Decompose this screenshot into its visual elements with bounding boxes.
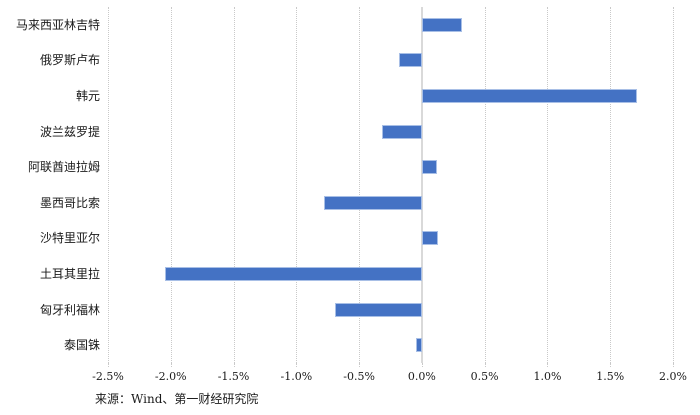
bar [335,302,422,317]
category-label: 泰国铢 [63,338,100,353]
category-label: 墨西哥比索 [39,195,100,210]
x-tick-label: -1.5% [217,370,250,383]
x-tick-label: 1.5% [596,370,625,383]
category-label: 韩元 [75,89,100,103]
x-axis-tick [108,363,109,367]
gridline [296,7,298,363]
zero-axis-line [420,7,423,363]
x-axis-tick [421,363,423,367]
x-tick-label: -1.0% [280,370,313,383]
category-label: 俄罗斯卢布 [39,53,100,68]
category-label: 沙特里亚尔 [39,231,100,246]
gridline [233,7,235,363]
bar [421,231,439,246]
gridline [547,7,549,363]
bar [421,89,637,103]
category-label: 阿联酋迪拉姆 [27,160,100,175]
x-tick-label: 0.0% [407,370,436,383]
x-axis-tick [359,363,361,367]
bar [415,338,422,353]
bar [399,53,422,68]
bar [421,17,463,32]
x-axis-tick [484,363,486,367]
category-label: 匈牙利福林 [39,302,100,317]
x-axis-tick [296,363,298,367]
x-axis-tick [233,363,235,367]
category-label: 波兰兹罗提 [39,124,100,139]
category-label: 马来西亚林吉特 [15,17,100,32]
category-label: 土耳其里拉 [39,267,100,281]
bar [381,124,422,139]
bar [421,160,437,175]
gridline [484,7,486,363]
x-tick-label: 0.5% [470,370,499,383]
x-tick-label: -0.5% [343,370,375,383]
x-axis-tick [610,363,612,367]
x-axis-tick [673,363,674,367]
x-axis-tick [170,363,172,367]
x-tick-label: 2.0% [659,370,687,383]
x-tick-label: -2.0% [154,370,187,383]
gridline [359,7,361,363]
bar [164,267,422,281]
gridline [610,7,612,363]
source-note: 来源：Wind、第一财经研究院 [95,392,259,406]
x-tick-label: 1.0% [533,370,562,383]
gridline [170,7,172,363]
gridline [108,7,109,363]
bar [323,195,422,210]
x-axis-tick [547,363,549,367]
gridline [673,7,674,363]
x-tick-label: -2.5% [92,370,124,383]
